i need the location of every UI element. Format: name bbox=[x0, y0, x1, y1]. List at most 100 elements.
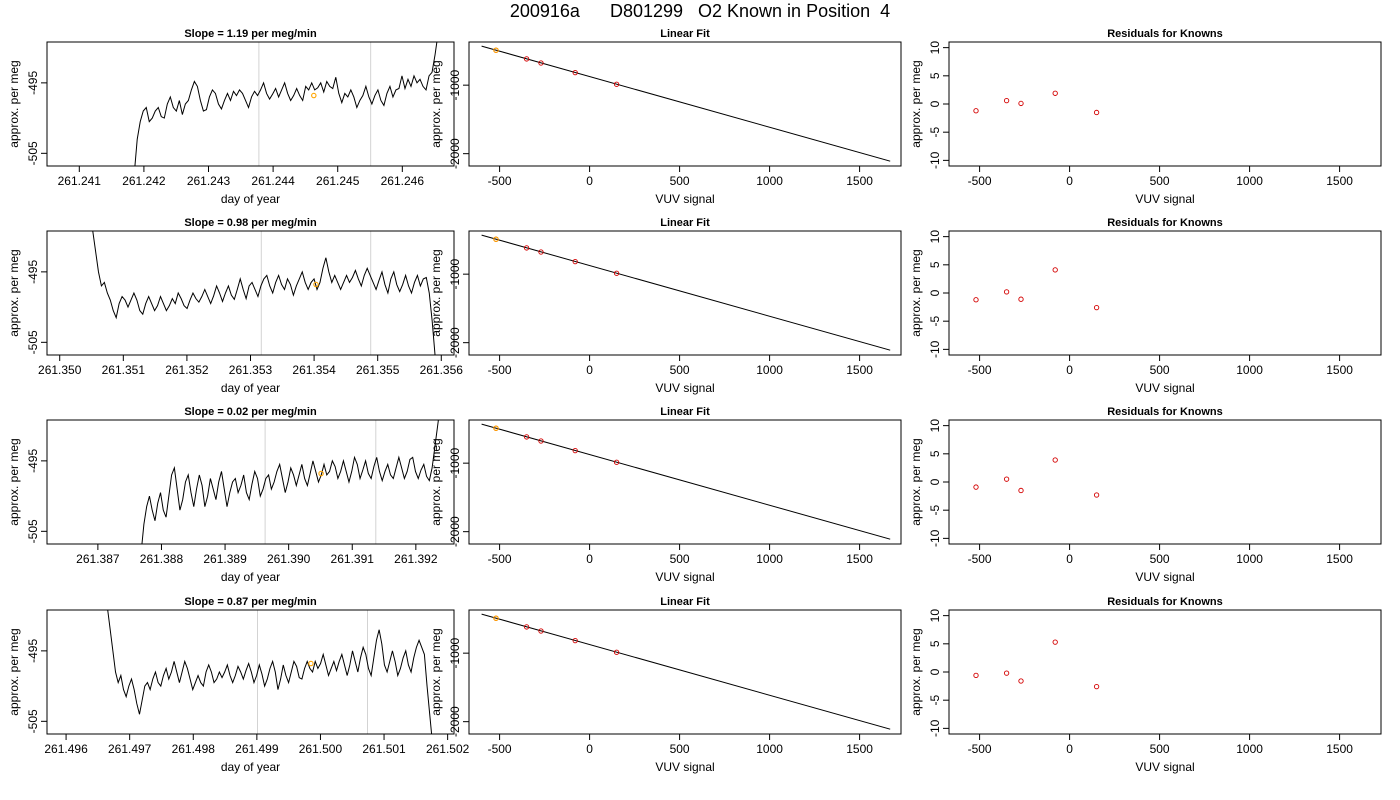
trace-line-0 bbox=[141, 420, 439, 544]
panel-title: Slope = 1.19 per meg/min bbox=[184, 28, 317, 40]
panel-r3-c2: Residuals for Knowns -500 0 500 1000 1500 -10 -… bbox=[909, 596, 1382, 774]
x-tick-label: 261.500 bbox=[299, 742, 343, 756]
y-tick-label: -505 bbox=[26, 709, 40, 733]
plot-frame bbox=[46, 230, 455, 356]
x-tick-label: -500 bbox=[488, 742, 512, 756]
y-tick-label: -2000 bbox=[448, 327, 462, 358]
panel-r2-c1: Linear Fit -500 0 500 1000 1500 -2000 -1000 VUV … bbox=[429, 406, 902, 584]
x-tick-label: 1500 bbox=[846, 552, 873, 566]
data-point-1 bbox=[523, 245, 530, 251]
plot-content bbox=[107, 610, 433, 734]
panel-r3-c1: Linear Fit -500 0 500 1000 1500 -2000 -1000 VUV … bbox=[429, 596, 902, 774]
x-tick-label: 500 bbox=[1150, 742, 1170, 756]
y-tick-label: 0 bbox=[928, 478, 942, 485]
x-tick-label: 1000 bbox=[756, 552, 783, 566]
x-tick-label: 1500 bbox=[1326, 174, 1353, 188]
trace-line-0 bbox=[107, 610, 433, 734]
data-point-3 bbox=[572, 637, 578, 644]
x-tick-label: 261.245 bbox=[316, 174, 360, 188]
x-tick-label: 0 bbox=[586, 363, 593, 377]
panel-title: Slope = 0.98 per meg/min bbox=[184, 217, 317, 229]
x-axis-label: VUV signal bbox=[1135, 192, 1194, 206]
x-tick-label: 1000 bbox=[1236, 174, 1263, 188]
x-tick-label: 261.497 bbox=[108, 742, 152, 756]
plot-frame bbox=[948, 419, 1382, 545]
panel-r1-c1: Linear Fit -500 0 500 1000 1500 -2000 -1000 VUV … bbox=[429, 217, 902, 395]
y-tick-label: 5 bbox=[928, 261, 942, 268]
data-point-4 bbox=[613, 459, 620, 465]
x-tick-label: 1000 bbox=[1236, 742, 1263, 756]
x-tick-label: 1000 bbox=[1236, 363, 1263, 377]
x-tick-label: -500 bbox=[968, 174, 992, 188]
data-point-3 bbox=[1052, 90, 1058, 96]
x-tick-label: -500 bbox=[488, 174, 512, 188]
panel-title: Linear Fit bbox=[660, 406, 710, 418]
data-point-3 bbox=[572, 69, 578, 76]
x-tick-label: 261.353 bbox=[229, 363, 273, 377]
panel-r2-c2: Residuals for Knowns -500 0 500 1000 1500 -10 -… bbox=[909, 406, 1382, 584]
panel-r0-c1: Linear Fit -500 0 500 1000 1500 -2000 -1000 VUV … bbox=[429, 28, 902, 206]
x-tick-label: 500 bbox=[1150, 363, 1170, 377]
y-tick-label: -10 bbox=[928, 719, 942, 737]
x-tick-label: 0 bbox=[586, 742, 593, 756]
y-tick-label: -1000 bbox=[448, 258, 462, 289]
x-tick-label: 500 bbox=[670, 552, 690, 566]
panel-title: Residuals for Knowns bbox=[1107, 596, 1223, 608]
x-axis-label: VUV signal bbox=[1135, 570, 1194, 584]
plot-content bbox=[973, 90, 1100, 116]
x-axis-label: day of year bbox=[221, 570, 280, 584]
data-point-2 bbox=[538, 249, 544, 255]
x-tick-label: 1500 bbox=[1326, 363, 1353, 377]
highlight-point bbox=[493, 236, 499, 242]
y-tick-label: -505 bbox=[26, 519, 40, 543]
y-tick-label: 0 bbox=[928, 668, 942, 675]
x-axis-label: VUV signal bbox=[655, 192, 714, 206]
data-point-1 bbox=[1003, 289, 1010, 295]
x-tick-label: 0 bbox=[586, 552, 593, 566]
x-tick-label: -500 bbox=[968, 363, 992, 377]
y-tick-label: 10 bbox=[928, 41, 942, 55]
y-tick-label: -5 bbox=[928, 695, 942, 706]
x-axis-label: VUV signal bbox=[1135, 760, 1194, 774]
fit-line bbox=[481, 45, 891, 162]
panel-r1-c0: Slope = 0.98 per meg/min 261.350 261.351 26… bbox=[7, 217, 463, 395]
data-point-2 bbox=[538, 628, 544, 634]
panel-title: Residuals for Knowns bbox=[1107, 28, 1223, 40]
x-tick-label: 0 bbox=[1066, 174, 1073, 188]
data-point-2 bbox=[1018, 487, 1024, 494]
plot-frame bbox=[468, 41, 902, 167]
y-axis-label: approx. per meg bbox=[909, 249, 923, 336]
y-tick-label: 0 bbox=[928, 100, 942, 107]
plot-content bbox=[481, 45, 891, 162]
data-point-1 bbox=[1003, 476, 1010, 482]
x-tick-label: 261.498 bbox=[172, 742, 216, 756]
data-point-4 bbox=[1093, 305, 1100, 311]
y-tick-label: -505 bbox=[26, 330, 40, 354]
data-point-0 bbox=[973, 484, 979, 490]
x-tick-label: 0 bbox=[586, 174, 593, 188]
x-axis-label: VUV signal bbox=[655, 760, 714, 774]
y-axis-label: approx. per meg bbox=[909, 438, 923, 525]
x-tick-label: 261.355 bbox=[356, 363, 400, 377]
plot-frame bbox=[468, 609, 902, 735]
x-axis-label: day of year bbox=[221, 760, 280, 774]
data-point-2 bbox=[1018, 678, 1024, 684]
plot-content bbox=[481, 423, 891, 540]
x-axis-label: VUV signal bbox=[655, 381, 714, 395]
data-point-1 bbox=[523, 434, 530, 440]
y-tick-label: -5 bbox=[928, 505, 942, 516]
y-tick-label: -1000 bbox=[448, 637, 462, 668]
panel-title: Slope = 0.87 per meg/min bbox=[184, 596, 317, 608]
x-tick-label: 500 bbox=[670, 742, 690, 756]
plot-content bbox=[92, 231, 436, 355]
highlight-point bbox=[493, 615, 499, 621]
plot-content bbox=[973, 639, 1100, 690]
data-point-0 bbox=[973, 108, 979, 114]
mean-marker bbox=[311, 92, 317, 99]
plot-frame bbox=[46, 609, 455, 735]
y-tick-label: 10 bbox=[928, 609, 942, 623]
y-tick-label: 10 bbox=[928, 230, 942, 244]
x-axis-label: VUV signal bbox=[1135, 381, 1194, 395]
x-tick-label: 261.390 bbox=[267, 552, 311, 566]
x-tick-label: 0 bbox=[1066, 363, 1073, 377]
